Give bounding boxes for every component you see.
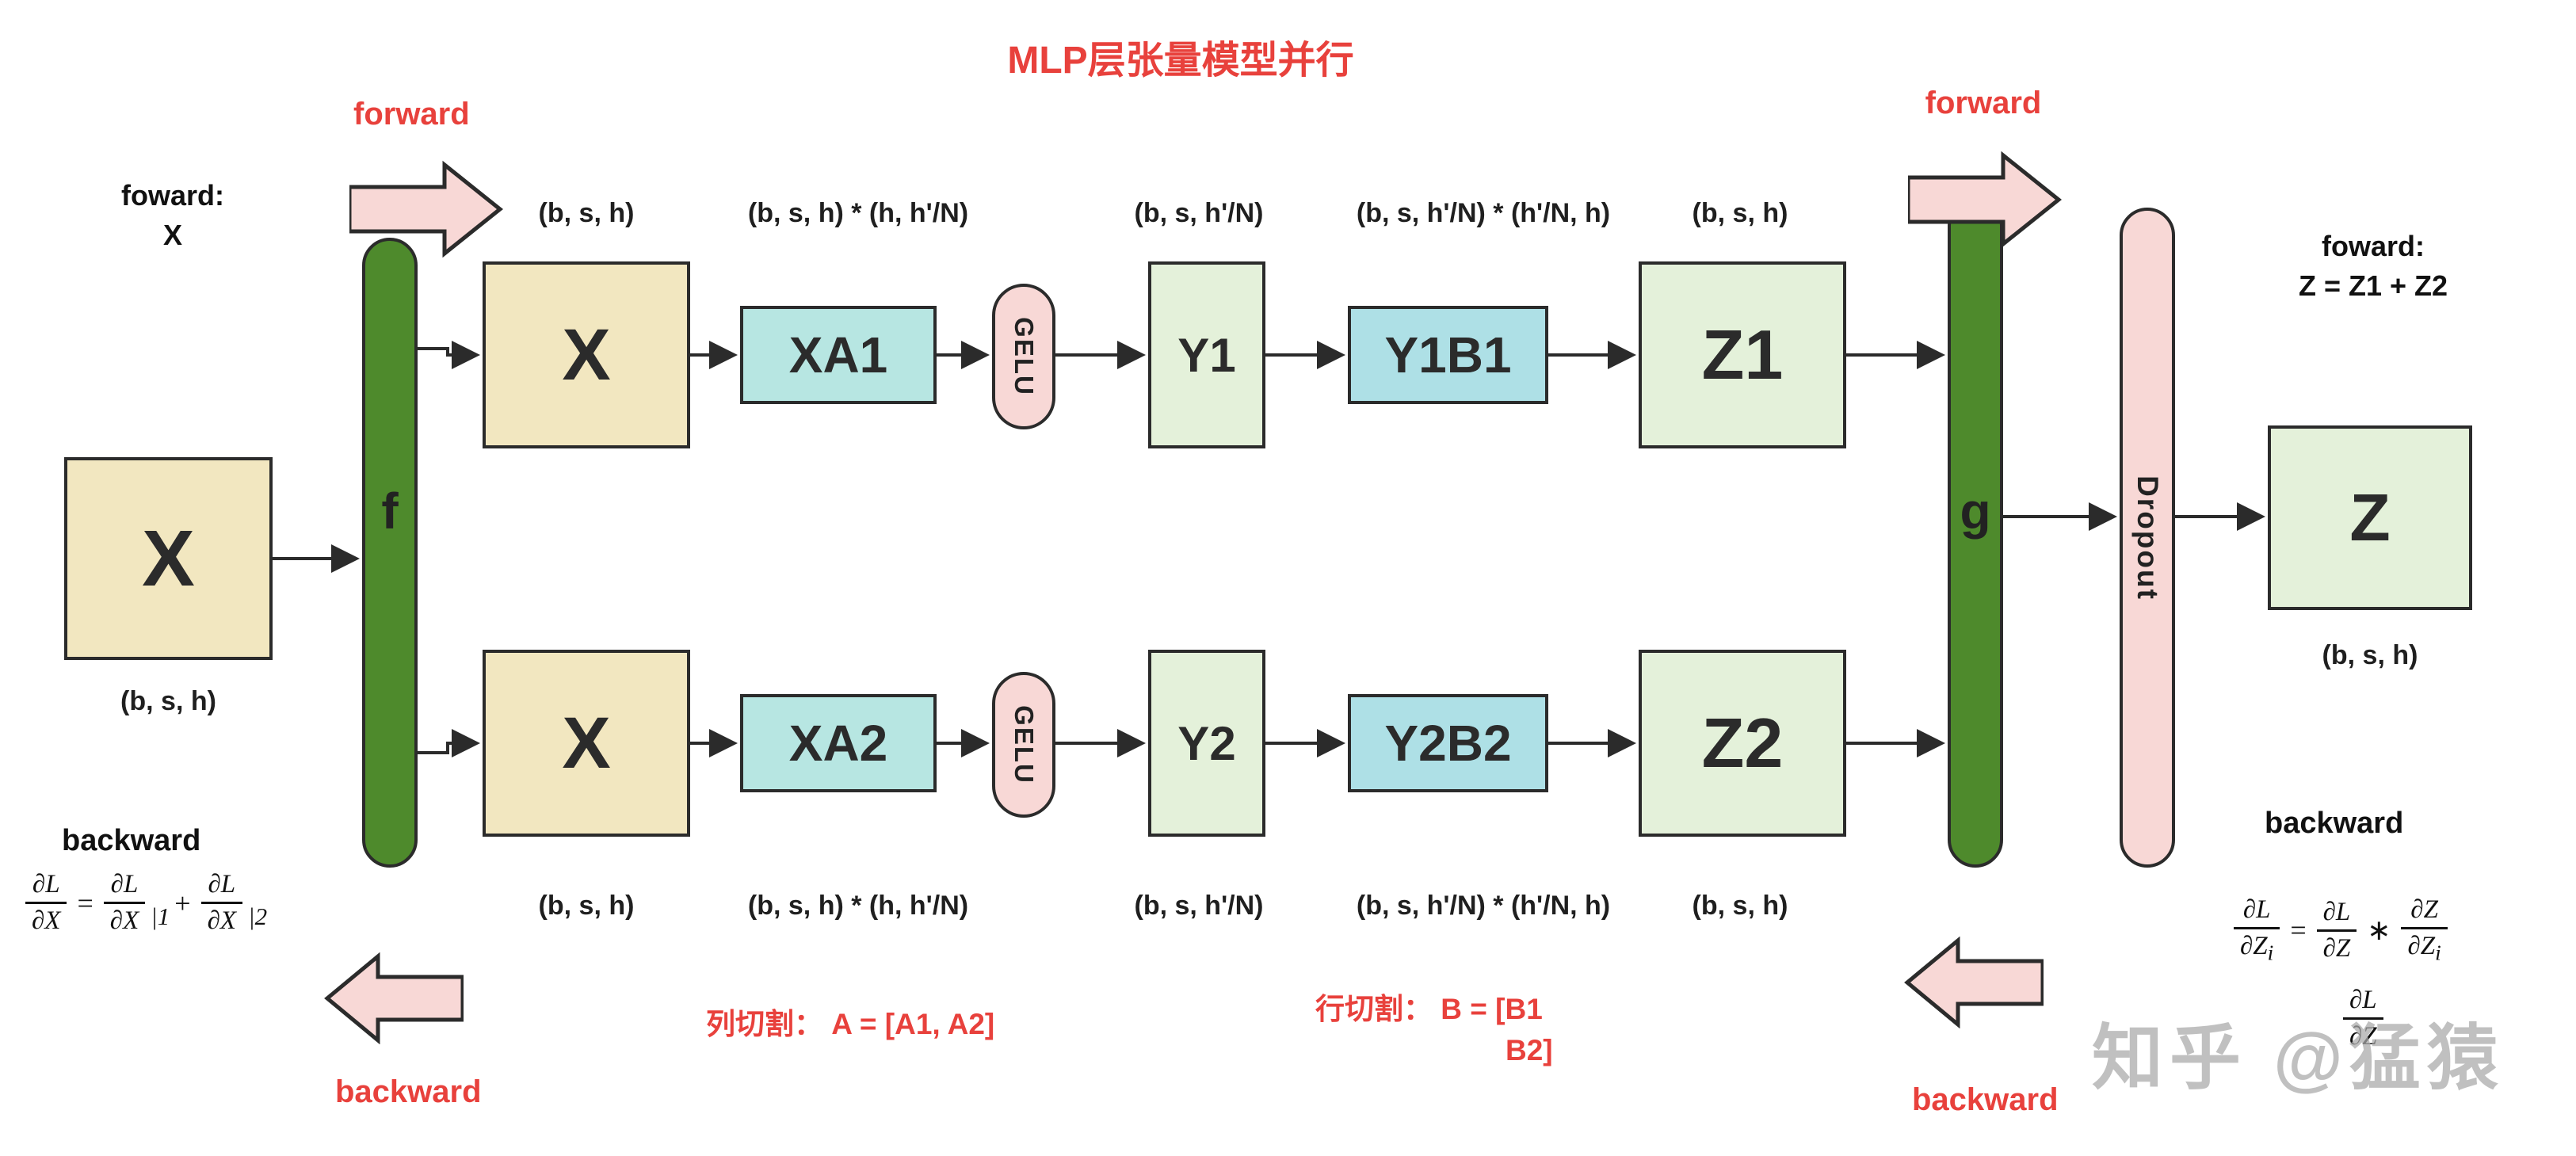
- gelu-pill-top: GELU: [992, 284, 1055, 429]
- shape-label-z2: (b, s, h): [1692, 891, 1788, 921]
- gelu-label-top: GELU: [1009, 317, 1040, 396]
- x2-label: X: [562, 702, 611, 784]
- output-shape-label: (b, s, h): [2322, 640, 2418, 670]
- backward-label-bottom-right: backward: [1912, 1082, 2059, 1117]
- y1b1-box: Y1B1: [1348, 306, 1548, 404]
- backward-label-right: backward: [2265, 807, 2404, 840]
- star-sign: ∗: [2367, 914, 2391, 947]
- forward-caption-right: foward: Z = Z1 + Z2: [2242, 227, 2504, 306]
- y2-label: Y2: [1177, 716, 1236, 770]
- forward-label-top-left: forward: [353, 97, 470, 132]
- formula-den: ∂Zi: [2234, 927, 2280, 966]
- backward-formula-right: ∂L ∂Zi = ∂L ∂Z ∗ ∂Z ∂Zi: [2228, 895, 2453, 966]
- xa2-label: XA2: [788, 715, 888, 772]
- y2-box: Y2: [1148, 650, 1265, 837]
- dropout-label: Dropout: [2131, 475, 2165, 601]
- shape-label-y2: (b, s, h'/N): [1134, 891, 1264, 921]
- shape-label-xa1: (b, s, h) * (h, h'/N): [747, 198, 969, 228]
- formula-num: ∂L: [110, 870, 139, 898]
- shape-label-y1: (b, s, h'/N): [1134, 198, 1264, 228]
- restrict-tag-2: |2: [248, 902, 268, 930]
- x1-label: X: [562, 314, 611, 395]
- input-x-box: X: [64, 457, 273, 660]
- shape-label-x2: (b, s, h): [538, 891, 635, 921]
- f-collective-bar: [362, 238, 418, 868]
- formula-den: ∂X: [200, 902, 243, 936]
- subscript-i: i: [2267, 940, 2274, 965]
- shape-label-y2b2: (b, s, h'/N) * (h'/N, h): [1356, 891, 1611, 921]
- equals-sign: =: [2290, 914, 2307, 947]
- shape-label-z1: (b, s, h): [1692, 198, 1788, 228]
- xa2-box: XA2: [740, 694, 937, 792]
- gelu-label-bottom: GELU: [1009, 705, 1040, 784]
- dropout-pill: Dropout: [2120, 208, 2175, 868]
- formula-num: ∂L: [2349, 986, 2377, 1014]
- forward-caption-right-line2: Z = Z1 + Z2: [2298, 269, 2448, 302]
- z1-box: Z1: [1639, 261, 1846, 448]
- backward-label-left: backward: [62, 824, 201, 857]
- plus-sign: +: [174, 887, 191, 919]
- forward-caption-left: foward: X: [93, 176, 252, 255]
- zhihu-watermark: 知乎 @猛猿: [2092, 1019, 2505, 1098]
- forward-arrow-top-left-icon: [347, 158, 504, 264]
- input-shape-label: (b, s, h): [120, 686, 216, 716]
- backward-label-bottom-left: backward: [335, 1074, 482, 1109]
- x2-box: X: [483, 650, 690, 837]
- xa1-label: XA1: [788, 326, 888, 383]
- y1b1-label: Y1B1: [1384, 326, 1512, 383]
- formula-den: ∂Z: [2316, 929, 2357, 963]
- row-split-annotation: 行切割： B = [B1 B2]: [1315, 989, 1553, 1071]
- formula-num: ∂L: [208, 870, 236, 898]
- forward-caption-right-line1: foward:: [2322, 230, 2425, 262]
- row-split-line1: 行切割： B = [B1: [1315, 993, 1543, 1025]
- col-split-annotation: 列切割： A = [A1, A2]: [706, 1008, 995, 1040]
- forward-label-top-right: forward: [1925, 86, 2042, 120]
- formula-num: ∂Z: [2410, 895, 2438, 924]
- z1-label: Z1: [1701, 315, 1784, 394]
- f-bar-label: f: [381, 483, 399, 540]
- x1-box: X: [483, 261, 690, 448]
- shape-label-xa2: (b, s, h) * (h, h'/N): [747, 891, 969, 921]
- formula-num: ∂L: [32, 870, 60, 898]
- output-z-label: Z: [2349, 480, 2391, 555]
- gelu-pill-bottom: GELU: [992, 672, 1055, 818]
- y2b2-box: Y2B2: [1348, 694, 1548, 792]
- formula-num: ∂L: [2322, 897, 2351, 926]
- y1-box: Y1: [1148, 261, 1265, 448]
- z2-box: Z2: [1639, 650, 1846, 837]
- formula-den: ∂Z: [2343, 1017, 2383, 1051]
- page-title: MLP层张量模型并行: [1007, 40, 1354, 82]
- restrict-tag-1: |1: [151, 902, 170, 930]
- forward-caption-left-line2: X: [162, 219, 182, 251]
- forward-arrow-top-right-icon: [1906, 149, 2063, 254]
- backward-formula-right-cont: ∂L ∂Z: [2337, 986, 2389, 1051]
- backward-formula-left: ∂L ∂X = ∂L ∂X |1 + ∂L ∂X |2: [20, 870, 267, 936]
- equals-sign: =: [77, 887, 93, 919]
- z2-label: Z2: [1701, 704, 1784, 782]
- g-bar-label: g: [1960, 483, 1991, 540]
- output-z-box: Z: [2268, 425, 2472, 610]
- shape-label-y1b1: (b, s, h'/N) * (h'/N, h): [1356, 198, 1611, 228]
- formula-den: ∂Zi: [2401, 927, 2448, 966]
- subscript-i: i: [2435, 940, 2441, 965]
- y1-label: Y1: [1177, 328, 1236, 382]
- formula-num: ∂L: [2242, 895, 2271, 924]
- formula-den: ∂X: [25, 902, 67, 936]
- shape-label-x1: (b, s, h): [538, 198, 635, 228]
- y2b2-label: Y2B2: [1384, 715, 1512, 772]
- row-split-line2: B2]: [1506, 1034, 1553, 1066]
- forward-caption-left-line1: foward:: [121, 179, 224, 212]
- xa1-box: XA1: [740, 306, 937, 404]
- backward-arrow-bottom-right-icon: [1904, 936, 2045, 1032]
- input-x-label: X: [142, 513, 195, 603]
- formula-den: ∂X: [103, 902, 146, 936]
- backward-arrow-bottom-left-icon: [324, 952, 465, 1048]
